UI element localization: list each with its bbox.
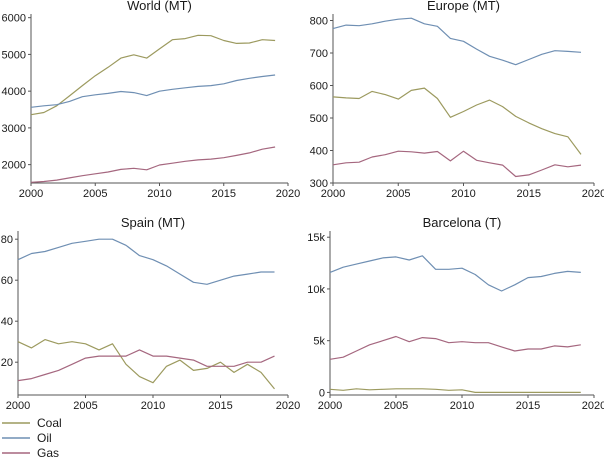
legend-label-coal: Coal: [37, 416, 62, 430]
panel-world: World (MT) 2000 3000 4000 5000 6000 2000 2005 20…: [2, 0, 301, 200]
y-tick-label-europe: 800: [310, 16, 328, 28]
y-tick-label-world: 4000: [2, 86, 26, 98]
x-tick-label-spain: 2015: [208, 400, 232, 412]
x-tick-label-barcelona: 2015: [516, 400, 540, 412]
series-line-oil-world: [30, 74, 276, 108]
series-line-coal-world: [30, 34, 276, 116]
y-tick-label-europe: 600: [310, 81, 328, 93]
x-tick-label-europe: 2005: [386, 188, 410, 200]
x-tick-label-spain: 2005: [73, 400, 97, 412]
series-line-oil-europe: [332, 17, 582, 66]
y-tick-label-europe: 700: [310, 48, 328, 60]
series-line-gas-world: [30, 146, 276, 183]
x-tick-label-europe: 2015: [517, 188, 541, 200]
legend-item-oil: Oil: [2, 431, 52, 445]
y-tick-label-world: 2000: [2, 160, 26, 172]
y-tick-label-spain: 20: [1, 357, 13, 369]
x-tick-label-europe: 2020: [582, 188, 604, 200]
y-tick-label-europe: 500: [310, 113, 328, 125]
legend-label-gas: Gas: [37, 446, 59, 460]
x-tick-label-world: 2000: [19, 188, 43, 200]
y-tick-label-europe: 400: [310, 146, 328, 158]
series-line-gas-barcelona: [329, 335, 581, 360]
x-tick-label-europe: 2010: [451, 188, 475, 200]
series-line-coal-spain: [17, 339, 275, 390]
legend-item-coal: Coal: [2, 416, 62, 430]
legend-label-oil: Oil: [37, 431, 52, 445]
y-tick-label-world: 6000: [2, 13, 26, 25]
y-tick-label-barcelona: 15k: [307, 232, 325, 244]
x-tick-label-world: 2005: [83, 188, 107, 200]
panel-barcelona: Barcelona (T) 0 5k 10k 15k 2000 2005 2010 2015 20…: [307, 215, 604, 412]
y-tick-label-spain: 40: [1, 316, 13, 328]
x-tick-label-barcelona: 2020: [582, 400, 604, 412]
series-line-gas-spain: [17, 349, 275, 382]
legend-item-gas: Gas: [2, 446, 59, 460]
series-line-oil-spain: [17, 238, 275, 285]
panel-title-barcelona: Barcelona (T): [423, 215, 502, 230]
x-tick-label-spain: 2020: [276, 400, 300, 412]
panel-europe: Europe (MT) 300 400 500 600 700 800 2000 2005 201…: [310, 0, 604, 200]
y-tick-label-spain: 60: [1, 275, 13, 287]
y-tick-label-barcelona: 0: [319, 387, 325, 399]
y-tick-label-world: 5000: [2, 49, 26, 61]
y-tick-label-spain: 80: [1, 234, 13, 246]
panel-title-spain: Spain (MT): [121, 215, 185, 230]
x-tick-label-spain: 2000: [6, 400, 30, 412]
x-tick-label-barcelona: 2005: [384, 400, 408, 412]
panel-title-world: World (MT): [127, 0, 192, 13]
y-tick-label-world: 3000: [2, 123, 26, 135]
y-tick-label-europe: 300: [310, 178, 328, 190]
x-tick-label-europe: 2000: [321, 188, 345, 200]
series-line-coal-europe: [332, 87, 582, 155]
legend: Coal Oil Gas: [2, 416, 62, 460]
x-tick-label-world: 2015: [212, 188, 236, 200]
y-tick-label-barcelona: 5k: [313, 336, 325, 348]
x-tick-label-barcelona: 2010: [450, 400, 474, 412]
series-line-oil-barcelona: [329, 255, 581, 292]
panel-title-europe: Europe (MT): [427, 0, 500, 13]
x-tick-label-barcelona: 2000: [318, 400, 342, 412]
panel-spain: Spain (MT) 20 40 60 80 2000 2005 2010 2015 2020: [1, 215, 300, 412]
x-tick-label-world: 2020: [276, 188, 300, 200]
series-line-gas-europe: [332, 150, 582, 178]
x-tick-label-world: 2010: [147, 188, 171, 200]
series-line-coal-barcelona: [329, 388, 581, 393]
y-tick-label-barcelona: 10k: [307, 284, 325, 296]
x-tick-label-spain: 2010: [141, 400, 165, 412]
